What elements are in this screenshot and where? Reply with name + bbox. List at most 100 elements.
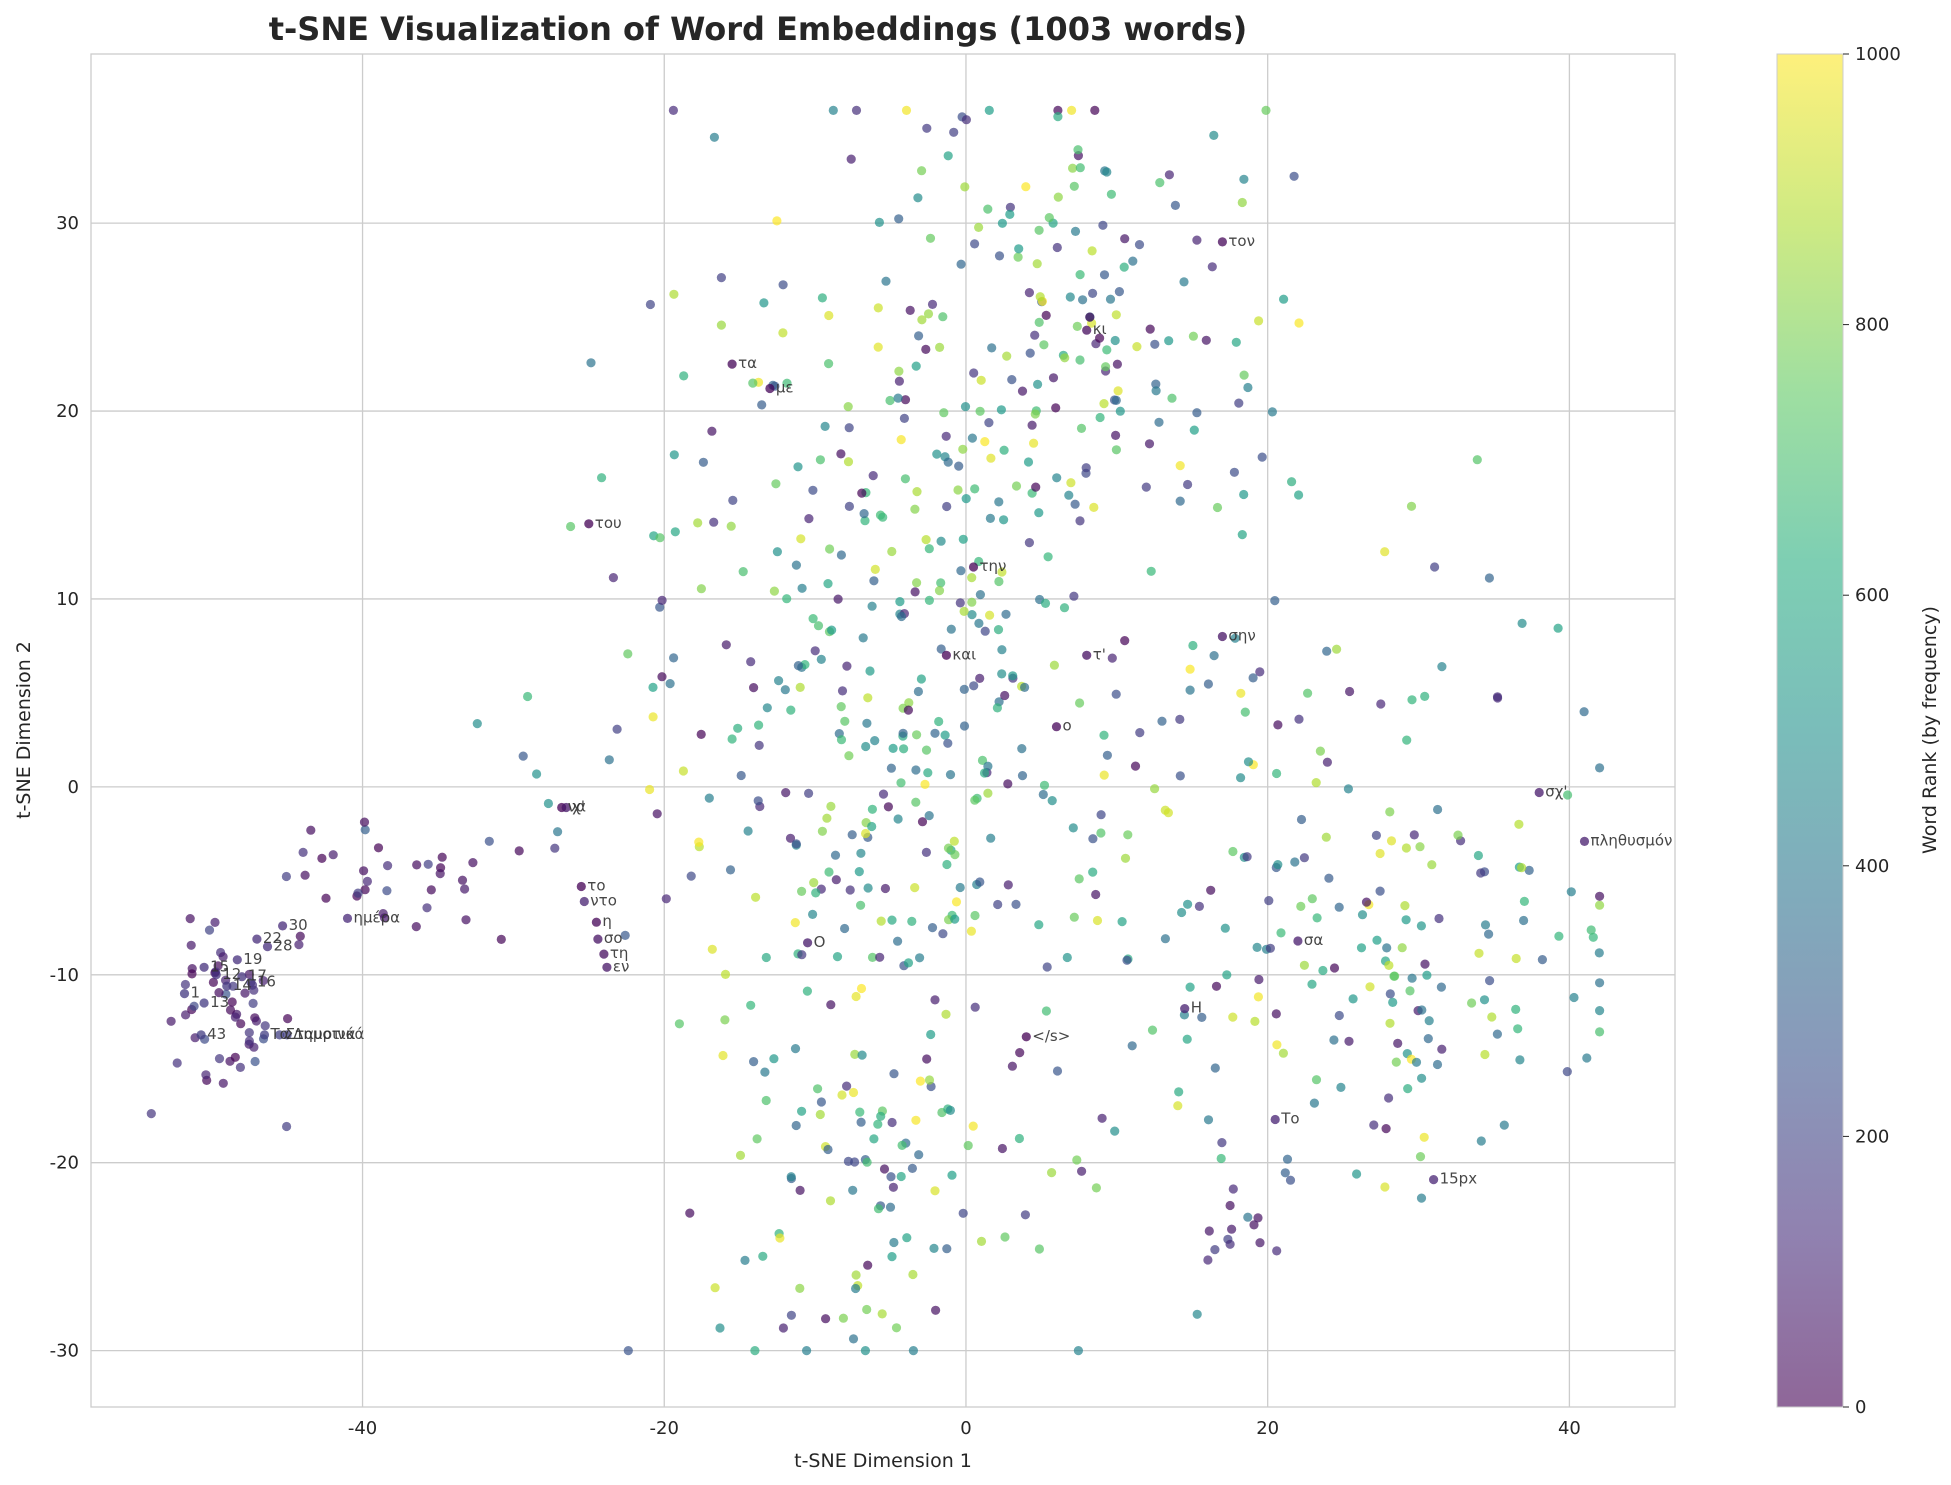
scatter-point (1537, 955, 1547, 965)
scatter-point (1582, 1053, 1592, 1063)
word-label: Δημοτικά (293, 1025, 364, 1043)
scatter-point (1243, 757, 1254, 767)
scatter-point (824, 310, 834, 321)
scatter-point (961, 115, 972, 125)
scatter-point (1437, 1044, 1447, 1054)
word-label: ντο (590, 892, 617, 910)
word-label: τα (738, 354, 757, 372)
scatter-point (1039, 780, 1050, 790)
scatter-point (932, 449, 942, 459)
scatter-point (941, 431, 951, 441)
scatter-point (917, 817, 928, 827)
scatter-point (1402, 735, 1412, 745)
scatter-point (208, 977, 218, 988)
scatter-point (1075, 270, 1085, 280)
labeled-point (1429, 1175, 1439, 1185)
scatter-point (997, 218, 1008, 228)
scatter-point (1069, 591, 1079, 601)
scatter-point (698, 457, 709, 467)
scatter-point (977, 755, 988, 766)
scatter-point (1380, 1182, 1390, 1192)
scatter-point (230, 1012, 240, 1022)
scatter-point (1417, 1005, 1427, 1015)
scatter-point (943, 151, 953, 161)
word-label: την (980, 557, 1007, 575)
scatter-point (1210, 1245, 1220, 1255)
scatter-point (1406, 501, 1417, 511)
scatter-point (1514, 819, 1524, 829)
scatter-point (645, 299, 656, 310)
scatter-point (1309, 1098, 1319, 1108)
scatter-point (1397, 943, 1407, 953)
scatter-point (1078, 295, 1088, 305)
scatter-point (1361, 897, 1372, 907)
scatter-point (822, 813, 832, 823)
scatter-point (1272, 1246, 1282, 1256)
scatter-point (921, 745, 932, 755)
labeled-point (599, 949, 609, 959)
scatter-point (1517, 863, 1527, 873)
labeled-point (1082, 325, 1092, 335)
scatter-point (1110, 335, 1120, 346)
scatter-point (1102, 167, 1112, 177)
scatter-point (813, 621, 824, 631)
scatter-point (960, 182, 970, 192)
labeled-point (941, 650, 952, 660)
scatter-point (930, 995, 940, 1005)
scatter-point (1324, 873, 1334, 883)
chart-title: t-SNE Visualization of Word Embeddings (… (269, 10, 1248, 48)
scatter-point (873, 1204, 884, 1214)
scatter-point (913, 686, 924, 697)
scatter-point (1075, 163, 1085, 173)
scatter-point (623, 1346, 633, 1356)
scatter-point (1385, 1018, 1395, 1028)
scatter-point (1485, 976, 1495, 986)
word-label: O (814, 933, 826, 951)
scatter-point (968, 1121, 978, 1131)
scatter-point (1096, 828, 1106, 838)
scatter-point (422, 903, 432, 913)
scatter-point (902, 1233, 912, 1243)
scatter-point (1222, 970, 1232, 980)
scatter-point (1492, 692, 1503, 702)
scatter-point (1336, 1082, 1346, 1092)
scatter-point (1144, 439, 1155, 449)
scatter-point (926, 1029, 936, 1040)
scatter-point (949, 836, 959, 846)
scatter-point (1164, 336, 1174, 346)
scatter-point (771, 479, 781, 489)
scatter-point (1069, 912, 1079, 922)
scatter-point (1389, 971, 1399, 981)
scatter-point (306, 825, 316, 835)
scatter-point (865, 666, 875, 676)
scatter-point (204, 925, 215, 935)
scatter-point (532, 769, 542, 779)
scatter-point (916, 674, 927, 684)
scatter-point (1042, 962, 1052, 972)
scatter-point (781, 788, 791, 798)
scatter-point (1407, 695, 1417, 705)
scatter-point (1334, 902, 1344, 912)
scatter-point (856, 1117, 866, 1127)
scatter-point (967, 610, 977, 620)
scatter-point (655, 533, 665, 543)
word-label: ο (1063, 717, 1072, 735)
scatter-point (975, 673, 985, 684)
scatter-point (908, 1269, 918, 1280)
scatter-point (1511, 1004, 1521, 1015)
scatter-point (869, 576, 879, 586)
labeled-point (1217, 237, 1227, 247)
labeled-point (237, 972, 247, 982)
scatter-point (842, 661, 852, 671)
scatter-point (907, 1163, 918, 1173)
scatter-point (669, 653, 679, 663)
scatter-point (888, 743, 898, 754)
scatter-point (1060, 353, 1070, 363)
colorbar-label: Word Rank (by frequency) (1919, 606, 1941, 854)
scatter-point (1081, 463, 1091, 473)
labeled-point (275, 1030, 285, 1040)
scatter-point (1243, 1212, 1253, 1222)
scatter-point (1048, 373, 1059, 383)
scatter-point (838, 1313, 849, 1323)
